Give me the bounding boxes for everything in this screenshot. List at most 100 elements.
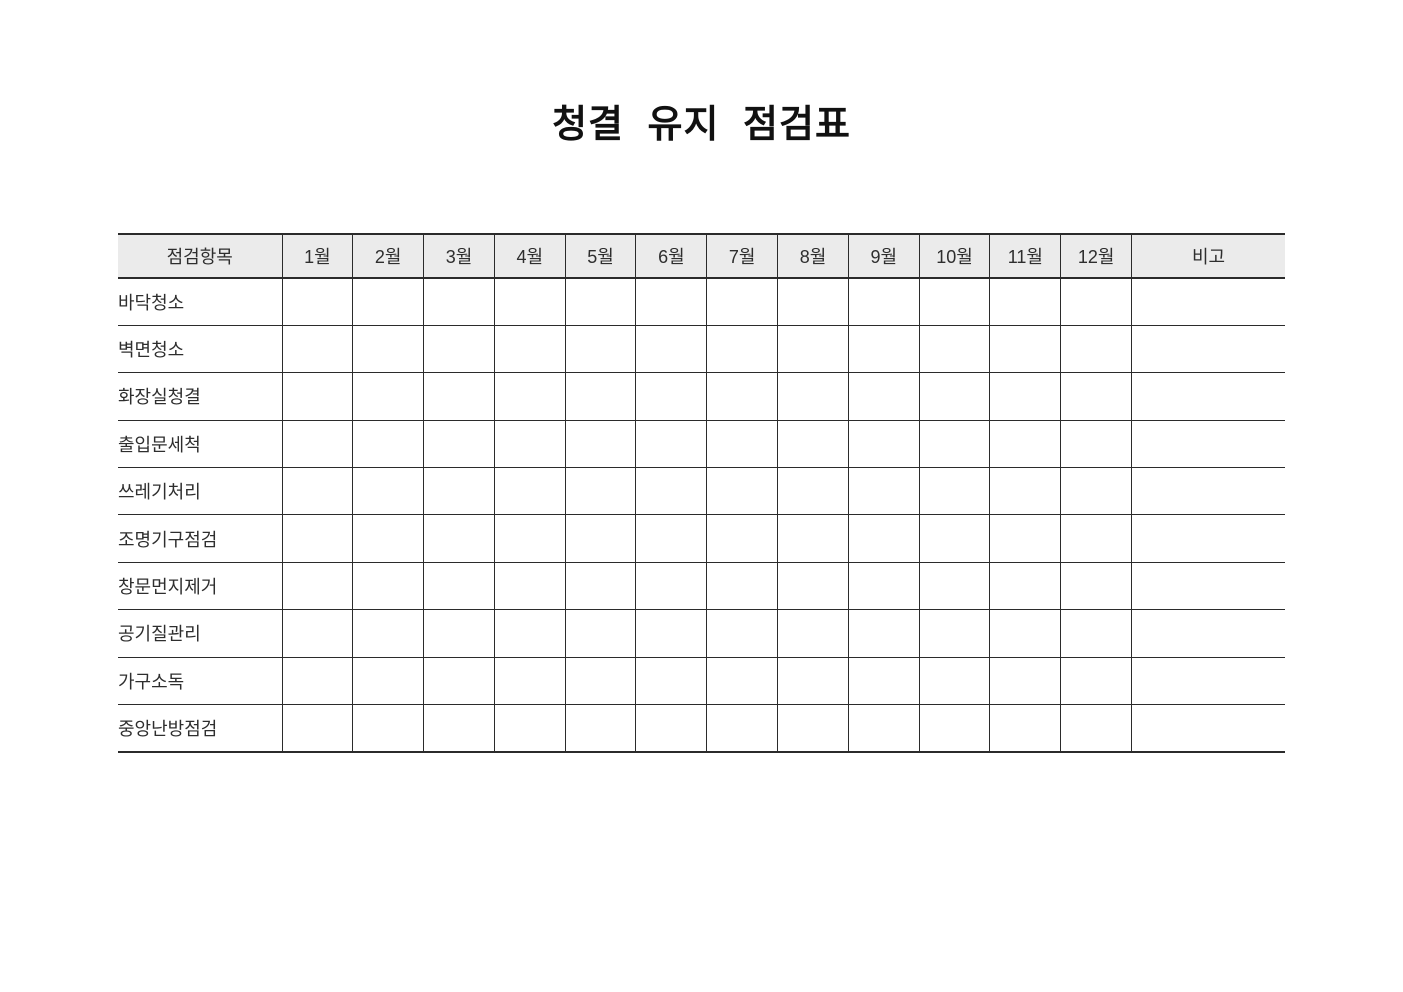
month-cell [706, 372, 779, 421]
month-cell [635, 419, 708, 469]
month-cell [989, 277, 1062, 326]
month-cell [1060, 277, 1133, 326]
header-month-8: 8월 [777, 233, 849, 279]
month-cell [635, 561, 708, 611]
month-cell [635, 324, 708, 374]
month-cell [706, 467, 779, 516]
month-cell [564, 467, 637, 516]
month-cell [989, 324, 1062, 374]
month-cell [989, 514, 1062, 563]
month-cell [1060, 467, 1133, 516]
month-cell [281, 419, 354, 469]
table-body: 바닥청소 벽면청소 화장실청결 출입문세척 쓰레기처리 조명기구점검 창문먼지제거 공기질관리… [118, 277, 1285, 753]
month-cell [281, 277, 354, 326]
month-cell [635, 277, 708, 326]
month-cell [1060, 324, 1133, 374]
notes-cell [1131, 277, 1285, 326]
table-row: 중앙난방점검 [118, 704, 1285, 753]
month-cell [564, 277, 637, 326]
month-cell [989, 609, 1062, 658]
page-title: 청결 유지 점검표 [552, 104, 851, 146]
row-label: 화장실청결 [118, 372, 283, 421]
month-cell [777, 277, 849, 326]
month-cell [1060, 419, 1133, 469]
notes-cell [1131, 609, 1285, 658]
month-cell [989, 372, 1062, 421]
table-row: 쓰레기처리 [118, 467, 1285, 516]
table-row: 출입문세척 [118, 419, 1285, 469]
table-row: 바닥청소 [118, 277, 1285, 326]
month-cell [564, 324, 637, 374]
row-label: 쓰레기처리 [118, 467, 283, 516]
month-cell [635, 372, 708, 421]
month-cell [777, 324, 849, 374]
month-cell [777, 372, 849, 421]
header-month-2: 2월 [352, 233, 425, 279]
month-cell [352, 561, 425, 611]
month-cell [1060, 704, 1133, 753]
table-row: 화장실청결 [118, 372, 1285, 421]
month-cell [918, 372, 991, 421]
month-cell [918, 514, 991, 563]
header-month-6: 6월 [635, 233, 708, 279]
month-cell [847, 656, 920, 706]
row-label: 벽면청소 [118, 324, 283, 374]
month-cell [847, 277, 920, 326]
month-cell [423, 277, 495, 326]
month-cell [493, 704, 566, 753]
month-cell [847, 467, 920, 516]
month-cell [847, 609, 920, 658]
row-label: 중앙난방점검 [118, 704, 283, 753]
month-cell [777, 656, 849, 706]
month-cell [706, 561, 779, 611]
month-cell [847, 419, 920, 469]
month-cell [918, 467, 991, 516]
month-cell [352, 514, 425, 563]
month-cell [423, 561, 495, 611]
month-cell [493, 372, 566, 421]
month-cell [918, 609, 991, 658]
month-cell [706, 324, 779, 374]
month-cell [281, 372, 354, 421]
header-month-3: 3월 [423, 233, 495, 279]
row-label: 가구소독 [118, 656, 283, 706]
table-header-row: 점검항목 1월 2월 3월 4월 5월 6월 7월 8월 9월 10월 11월 12월 비고 [118, 233, 1285, 279]
month-cell [352, 372, 425, 421]
month-cell [777, 467, 849, 516]
month-cell [777, 419, 849, 469]
month-cell [777, 609, 849, 658]
month-cell [918, 704, 991, 753]
month-cell [352, 656, 425, 706]
month-cell [1060, 656, 1133, 706]
month-cell [706, 704, 779, 753]
month-cell [1060, 514, 1133, 563]
row-label: 공기질관리 [118, 609, 283, 658]
month-cell [989, 561, 1062, 611]
header-month-7: 7월 [706, 233, 779, 279]
month-cell [847, 372, 920, 421]
month-cell [1060, 609, 1133, 658]
month-cell [352, 609, 425, 658]
table-header: 점검항목 1월 2월 3월 4월 5월 6월 7월 8월 9월 10월 11월 12월 비고 [118, 233, 1285, 279]
month-cell [989, 656, 1062, 706]
month-cell [918, 324, 991, 374]
month-cell [423, 372, 495, 421]
notes-cell [1131, 656, 1285, 706]
month-cell [564, 656, 637, 706]
month-cell [423, 656, 495, 706]
month-cell [564, 419, 637, 469]
month-cell [989, 704, 1062, 753]
header-month-9: 9월 [847, 233, 920, 279]
notes-cell [1131, 704, 1285, 753]
month-cell [493, 609, 566, 658]
month-cell [281, 656, 354, 706]
month-cell [777, 561, 849, 611]
header-month-5: 5월 [564, 233, 637, 279]
month-cell [564, 609, 637, 658]
notes-cell [1131, 561, 1285, 611]
month-cell [706, 514, 779, 563]
month-cell [352, 419, 425, 469]
table-row: 조명기구점검 [118, 514, 1285, 563]
row-label: 창문먼지제거 [118, 561, 283, 611]
month-cell [635, 609, 708, 658]
